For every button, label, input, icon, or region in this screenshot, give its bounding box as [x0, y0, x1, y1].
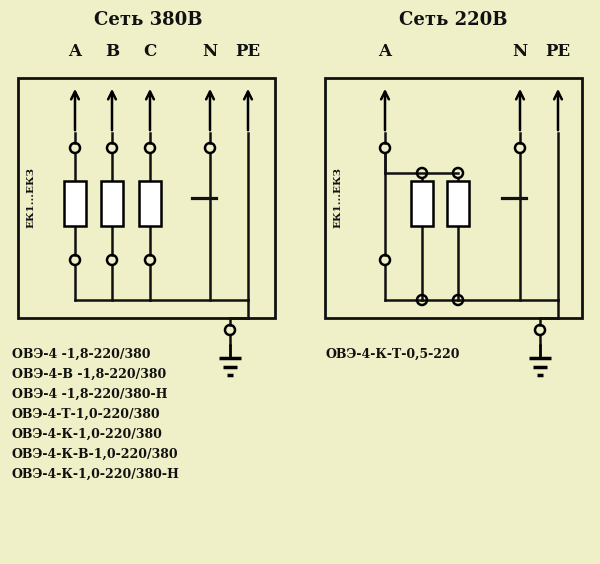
Text: ОВЭ-4-К-1,0-220/380-Н: ОВЭ-4-К-1,0-220/380-Н: [12, 468, 180, 481]
Text: ОВЭ-4 -1,8-220/380-Н: ОВЭ-4 -1,8-220/380-Н: [12, 388, 167, 401]
Text: A: A: [379, 43, 392, 60]
Text: ОВЭ-4-В -1,8-220/380: ОВЭ-4-В -1,8-220/380: [12, 368, 166, 381]
Bar: [447, 180, 469, 226]
Bar: [139, 180, 161, 226]
Bar: [18, 78, 275, 318]
Text: B: B: [105, 43, 119, 60]
Text: ОВЭ-4 -1,8-220/380: ОВЭ-4 -1,8-220/380: [12, 348, 151, 361]
Text: ОВЭ-4-К-1,0-220/380: ОВЭ-4-К-1,0-220/380: [12, 428, 163, 441]
Text: ОВЭ-4-Т-1,0-220/380: ОВЭ-4-Т-1,0-220/380: [12, 408, 161, 421]
Text: N: N: [512, 43, 527, 60]
Text: ЕК1...ЕКЗ: ЕК1...ЕКЗ: [26, 168, 35, 228]
Text: N: N: [202, 43, 218, 60]
Bar: [325, 78, 582, 318]
Text: ОВЭ-4-К-В-1,0-220/380: ОВЭ-4-К-В-1,0-220/380: [12, 448, 179, 461]
Text: ОВЭ-4-К-Т-0,5-220: ОВЭ-4-К-Т-0,5-220: [325, 348, 460, 361]
Text: C: C: [143, 43, 157, 60]
Bar: [64, 180, 86, 226]
Text: Сеть 380В: Сеть 380В: [94, 11, 202, 29]
Text: ЕК1...ЕКЗ: ЕК1...ЕКЗ: [334, 168, 343, 228]
Text: PE: PE: [235, 43, 260, 60]
Text: A: A: [68, 43, 82, 60]
Bar: [411, 180, 433, 226]
Text: PE: PE: [545, 43, 571, 60]
Text: Сеть 220В: Сеть 220В: [399, 11, 507, 29]
Bar: [101, 180, 123, 226]
